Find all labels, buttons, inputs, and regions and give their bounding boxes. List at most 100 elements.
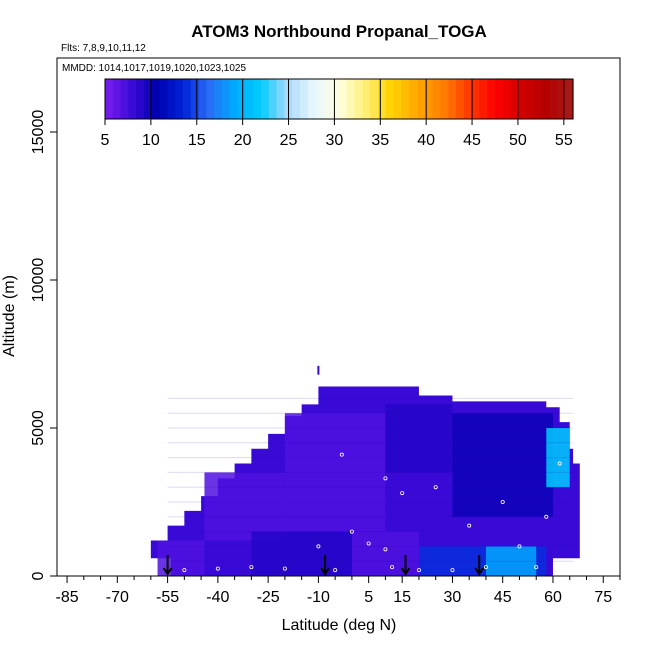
colorbar-segment — [448, 79, 457, 119]
colorbar-segment — [432, 79, 441, 119]
sample-point — [349, 529, 354, 534]
colorbar-segment — [307, 79, 317, 119]
colorbar-tick-label: 35 — [371, 132, 389, 149]
colorbar-segment — [245, 79, 254, 119]
colorbar-segment — [557, 79, 566, 119]
colorbar-segment — [128, 79, 137, 119]
colorbar-segment — [362, 79, 371, 119]
colorbar-tick-label: 40 — [417, 132, 435, 149]
colorbar-segment — [237, 79, 246, 119]
y-tick-label: 5000 — [30, 410, 47, 446]
colorbar-segment — [300, 79, 309, 119]
profile-arrow — [400, 555, 411, 576]
data-cell — [385, 404, 453, 473]
sample-point — [416, 568, 421, 573]
chart-title: ATOM3 Northbound Propanal_TOGA — [191, 22, 487, 41]
sample-point — [316, 544, 321, 549]
colorbar-segment — [565, 79, 574, 119]
sample-point — [433, 485, 438, 490]
colorbar-segment — [144, 79, 153, 119]
flights-label: Flts: 7,8,9,10,11,12 — [61, 43, 146, 54]
colorbar-segment — [206, 79, 215, 119]
colorbar-segment — [229, 79, 239, 119]
colorbar-segment — [526, 79, 535, 119]
colorbar-segment — [378, 79, 387, 119]
sample-point — [500, 499, 505, 504]
profile-arrows-layer — [162, 555, 485, 576]
colorbar-segment — [151, 79, 161, 119]
sample-point — [534, 565, 539, 570]
sample-point — [249, 565, 254, 570]
data-cell — [546, 428, 570, 488]
sample-point — [282, 566, 287, 571]
colorbar-tick-label: 10 — [142, 132, 160, 149]
data-cell — [351, 531, 419, 576]
colorbar-segment — [487, 79, 496, 119]
colorbar-segment — [105, 79, 114, 119]
y-axis: 0 5000 10000 15000 — [30, 110, 57, 580]
colorbar-tick-label: 30 — [326, 132, 344, 149]
data-cell — [284, 413, 386, 532]
colorbar-segment — [424, 79, 434, 119]
colorbar-segment — [510, 79, 519, 119]
isolated-data-point — [317, 365, 320, 375]
colorbar-segment — [354, 79, 363, 119]
sample-points-layer — [182, 452, 562, 573]
colorbar-segment — [417, 79, 426, 119]
colorbar-segment — [331, 79, 340, 119]
profile-arrow — [162, 555, 173, 576]
x-tick-label: 15 — [393, 589, 411, 606]
y-axis-label: Altitude (m) — [1, 275, 18, 357]
colorbar: 5 10 15 20 25 30 35 40 45 50 55 — [101, 78, 574, 149]
colorbar-segment — [456, 79, 465, 119]
sample-point — [400, 491, 405, 496]
sample-point — [215, 566, 220, 571]
colorbar-segment — [502, 79, 512, 119]
sample-point — [383, 547, 388, 552]
x-tick-label: -40 — [206, 589, 229, 606]
colorbar-segment — [339, 79, 348, 119]
data-cell — [204, 472, 285, 541]
colorbar-segment — [253, 79, 262, 119]
dates-label: MMDD: 1014,1017,1019,1020,1023,1025 — [62, 63, 246, 74]
sample-point — [182, 568, 187, 573]
sample-point — [557, 461, 562, 466]
colorbar-segment — [175, 79, 184, 119]
data-cell — [485, 546, 537, 576]
colorbar-segment — [159, 79, 168, 119]
profile-arrow — [320, 555, 330, 576]
colorbar-segment — [534, 79, 543, 119]
sample-point — [366, 541, 371, 546]
x-tick-label: 60 — [544, 589, 562, 606]
y-tick-label: 15000 — [30, 110, 47, 155]
colorbar-segment — [385, 79, 395, 119]
sample-point — [450, 568, 455, 573]
x-tick-label: -55 — [156, 589, 179, 606]
colorbar-segment — [292, 79, 301, 119]
colorbar-segment — [440, 79, 449, 119]
colorbar-segment — [183, 79, 192, 119]
colorbar-segment — [471, 79, 480, 119]
x-axis: -85 -70 -55 -40 -25 -10 5 15 30 45 60 75 — [55, 576, 621, 606]
colorbar-segment — [323, 79, 332, 119]
colorbar-tick-label: 15 — [188, 132, 206, 149]
colorbar-tick-label: 25 — [280, 132, 298, 149]
colorbar-segment — [401, 79, 410, 119]
x-tick-label: -70 — [106, 589, 129, 606]
colorbar-segment — [370, 79, 379, 119]
colorbar-tick-label: 45 — [463, 132, 481, 149]
colorbar-segment — [315, 79, 324, 119]
colorbar-segment — [518, 79, 527, 119]
sample-point — [333, 568, 338, 573]
x-tick-label: 75 — [594, 589, 612, 606]
colorbar-segment — [549, 79, 558, 119]
colorbar-segment — [136, 79, 145, 119]
colorbar-segment — [463, 79, 473, 119]
colorbar-segment — [541, 79, 551, 119]
x-axis-label: Latitude (deg N) — [282, 617, 397, 634]
colorbar-segment — [479, 79, 488, 119]
sample-point — [390, 565, 395, 570]
profile-arrow — [474, 555, 485, 576]
sample-point — [517, 544, 522, 549]
sample-point — [339, 452, 344, 457]
